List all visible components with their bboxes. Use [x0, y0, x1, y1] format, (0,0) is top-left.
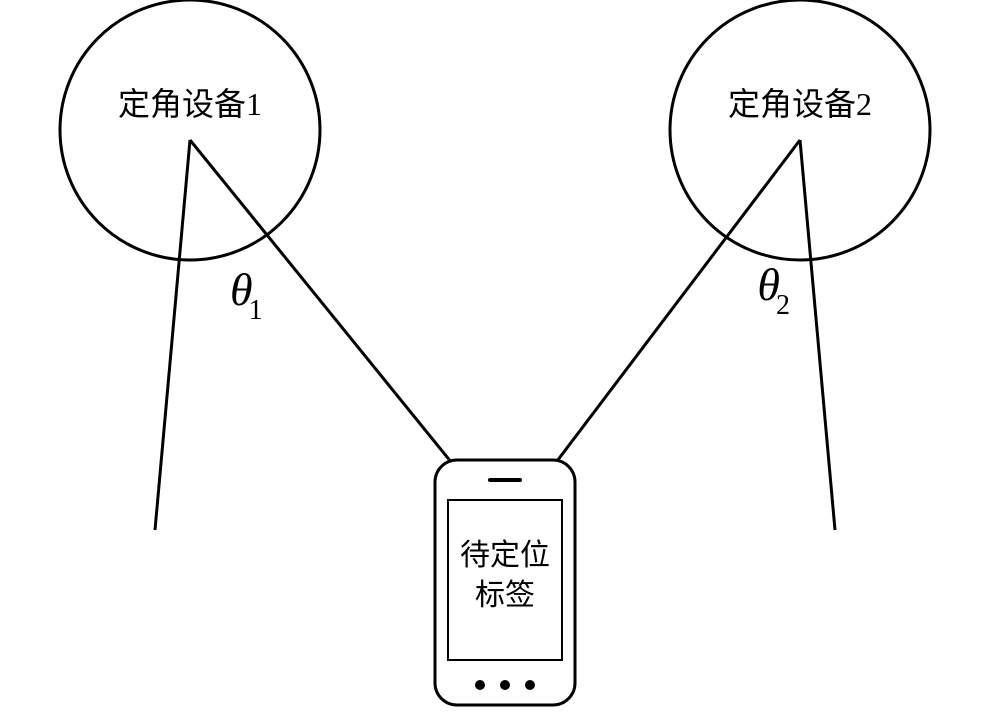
phone-home-dot: [500, 680, 510, 690]
phone-home-dot: [525, 680, 535, 690]
device1-label: 定角设备1: [118, 86, 262, 122]
connection-line-1: [190, 140, 490, 510]
connection-line-2: [520, 140, 800, 510]
phone-home-dot: [475, 680, 485, 690]
device1-vertical-line: [155, 140, 190, 530]
device2-circle: [670, 0, 930, 260]
device2-vertical-line: [800, 140, 835, 530]
diagram-canvas: 定角设备1 定角设备2 θ1 θ2 待定位 标签: [0, 0, 1000, 721]
phone-label-line2: 标签: [475, 579, 535, 612]
angle-theta-1: θ1: [230, 264, 263, 326]
device2-label: 定角设备2: [728, 86, 872, 122]
device1-circle: [60, 0, 320, 260]
phone-label-line1: 待定位: [460, 539, 550, 572]
angle-theta-2: θ2: [757, 259, 790, 321]
